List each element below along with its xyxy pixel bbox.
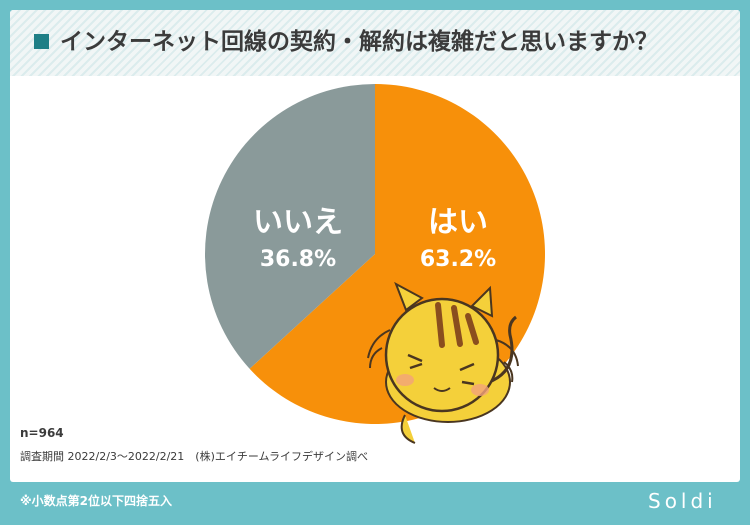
pie-chart: はい 63.2% いいえ 36.8% (205, 84, 546, 444)
title-bar: インターネット回線の契約・解約は複雑だと思いますか？ (10, 10, 740, 76)
mascot-illustration (367, 281, 519, 444)
pie-slice-no (205, 84, 375, 369)
footnote: ※小数点第2位以下四捨五入 (20, 494, 173, 508)
soldi-logo: Soldi (648, 489, 717, 513)
slice-value-yes: 63.2% (420, 247, 496, 272)
slice-value-no: 36.8% (260, 247, 336, 272)
survey-info: 調査期間 2022/2/3〜2022/2/21 (株)エイチームライフデザイン調… (20, 450, 369, 463)
slice-label-no: いいえ (253, 205, 343, 240)
chart-card: インターネット回線の契約・解約は複雑だと思いますか？ はい 63.2% いいえ … (10, 10, 740, 482)
page-title: インターネット回線の契約・解約は複雑だと思いますか？ (60, 29, 658, 55)
title-marker (34, 34, 49, 49)
sample-size: n=964 (20, 426, 64, 440)
slice-label-yes: はい (428, 205, 488, 240)
